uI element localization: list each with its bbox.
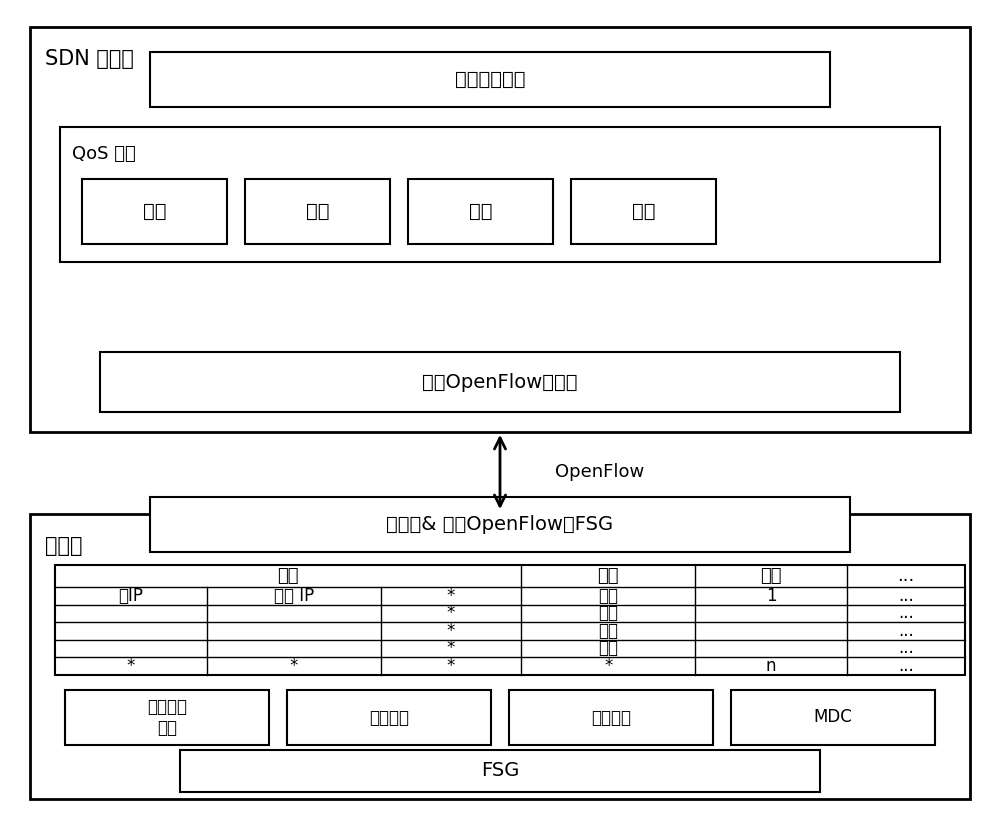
FancyBboxPatch shape: [245, 179, 390, 244]
FancyBboxPatch shape: [180, 750, 820, 792]
Text: 入队: 入队: [598, 622, 618, 640]
Text: OpenFlow: OpenFlow: [555, 463, 644, 481]
Text: ...: ...: [898, 605, 914, 623]
Text: ...: ...: [897, 567, 915, 585]
Text: FSG: FSG: [481, 761, 519, 780]
Text: ...: ...: [898, 639, 914, 657]
Text: QoS 配置: QoS 配置: [72, 145, 136, 163]
Text: n: n: [766, 657, 776, 675]
Text: 修改: 修改: [598, 639, 618, 657]
Text: 转发: 转发: [598, 587, 618, 605]
Text: 查询: 查询: [469, 202, 492, 221]
FancyBboxPatch shape: [82, 179, 227, 244]
Text: 计数: 计数: [760, 567, 782, 585]
Text: 目的 IP: 目的 IP: [274, 587, 314, 605]
Text: ...: ...: [898, 587, 914, 605]
FancyBboxPatch shape: [65, 690, 269, 745]
Text: 源IP: 源IP: [118, 587, 143, 605]
Text: *: *: [447, 639, 455, 657]
Text: 雾服务& 基于OpenFlow的FSG: 雾服务& 基于OpenFlow的FSG: [386, 515, 614, 534]
Text: ...: ...: [898, 657, 914, 675]
FancyBboxPatch shape: [408, 179, 553, 244]
FancyBboxPatch shape: [731, 690, 935, 745]
FancyBboxPatch shape: [60, 127, 940, 262]
FancyBboxPatch shape: [55, 565, 965, 675]
Text: *: *: [447, 587, 455, 605]
Text: 处理模块: 处理模块: [591, 708, 631, 726]
Text: 动作: 动作: [598, 567, 619, 585]
Text: 丢包: 丢包: [598, 605, 618, 623]
Text: 监控模块: 监控模块: [369, 708, 409, 726]
Text: *: *: [604, 657, 612, 675]
Text: *: *: [447, 605, 455, 623]
Text: 增加: 增加: [143, 202, 166, 221]
Text: *: *: [447, 657, 455, 675]
Text: *: *: [127, 657, 135, 675]
FancyBboxPatch shape: [30, 27, 970, 432]
FancyBboxPatch shape: [509, 690, 713, 745]
FancyBboxPatch shape: [100, 352, 900, 412]
FancyBboxPatch shape: [30, 514, 970, 799]
FancyBboxPatch shape: [287, 690, 491, 745]
Text: 雾结点: 雾结点: [45, 536, 82, 556]
Text: 北向接口驱动: 北向接口驱动: [455, 70, 525, 89]
Text: 状态采集
模块: 状态采集 模块: [147, 698, 187, 737]
Text: 1: 1: [766, 587, 777, 605]
Text: MDC: MDC: [814, 708, 852, 726]
Text: 匹配: 匹配: [277, 567, 299, 585]
Text: *: *: [447, 622, 455, 640]
FancyBboxPatch shape: [150, 52, 830, 107]
FancyBboxPatch shape: [150, 497, 850, 552]
Text: *: *: [290, 657, 298, 675]
Text: 删除: 删除: [306, 202, 329, 221]
FancyBboxPatch shape: [571, 179, 716, 244]
Text: ...: ...: [898, 622, 914, 640]
Text: 基于OpenFlow的驱动: 基于OpenFlow的驱动: [422, 373, 578, 391]
Text: SDN 控制器: SDN 控制器: [45, 49, 134, 69]
Text: 修改: 修改: [632, 202, 655, 221]
